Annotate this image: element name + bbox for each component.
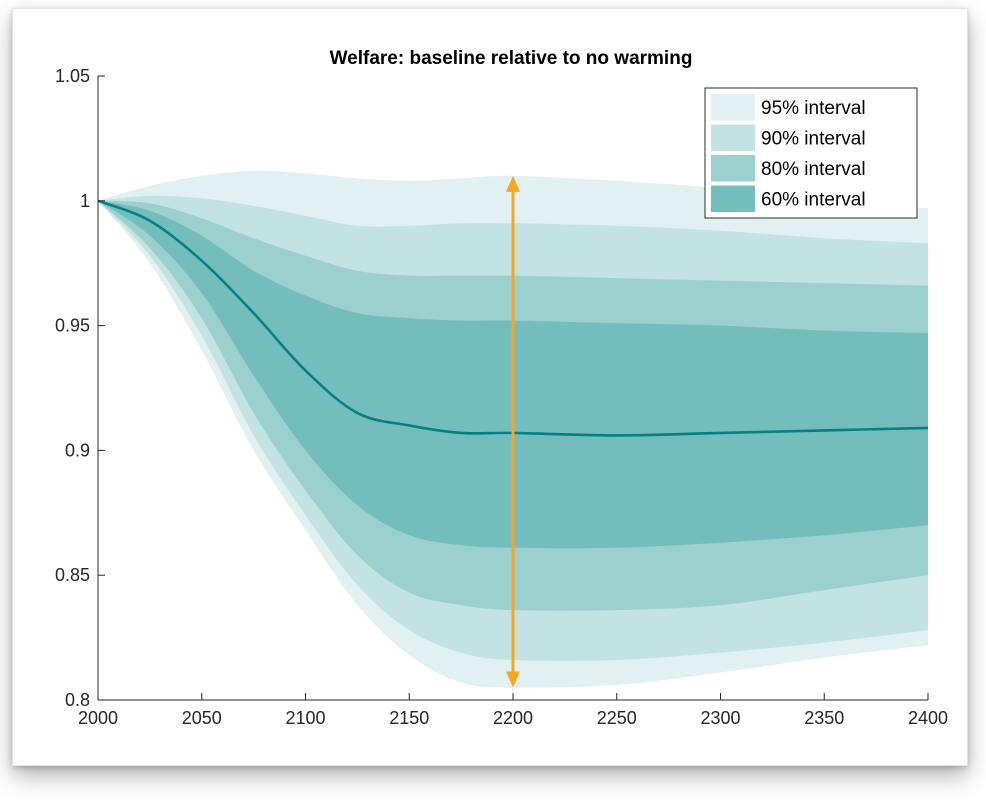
legend-label: 60% interval [761,190,866,211]
x-tick-label: 2000 [78,708,118,728]
x-tick-label: 2300 [700,708,740,728]
annotation-layer [506,175,520,688]
welfare-chart: Welfare: baseline relative to no warming… [55,48,948,728]
legend-swatch [711,124,755,151]
chart-title: Welfare: baseline relative to no warming [330,48,693,69]
x-tick-label: 2400 [908,708,948,728]
legend: 95% interval 90% interval 80% interval 60% … [704,87,918,219]
x-tick-label: 2100 [285,708,325,728]
legend-swatch [711,185,755,212]
legend-label: 95% interval [761,98,866,119]
legend-label: 90% interval [761,129,866,150]
axes: 2000 2050 2100 2150 2200 2250 2300 2350 2400 0.8 0… [55,66,948,728]
y-tick-label: 0.95 [55,316,90,336]
x-tick-label: 2150 [389,708,429,728]
x-tick-label: 2250 [597,708,637,728]
x-tick-label: 2050 [182,708,222,728]
annotation-arrowhead-top [506,175,520,192]
y-tick-label: 1.05 [55,66,90,86]
legend-swatch [711,94,755,121]
annotation-arrowhead-bottom [506,671,520,688]
legend-swatch [711,155,755,182]
y-tick-label: 0.85 [55,565,90,585]
figure-window: Welfare: baseline relative to no warming… [12,8,968,766]
y-tick-label: 1 [80,191,90,211]
median-layer [97,199,929,437]
x-tick-label: 2200 [493,708,533,728]
y-tick-label: 0.9 [65,440,90,460]
legend-label: 80% interval [761,159,866,180]
x-tick-label: 2350 [804,708,844,728]
y-tick-label: 0.8 [65,690,90,710]
median-line [97,199,929,437]
